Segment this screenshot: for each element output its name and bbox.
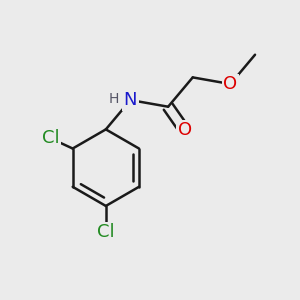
- Text: Cl: Cl: [42, 129, 59, 147]
- Text: Cl: Cl: [97, 224, 115, 242]
- Text: O: O: [224, 75, 238, 93]
- Text: N: N: [124, 91, 137, 109]
- Text: O: O: [178, 121, 192, 139]
- Text: H: H: [109, 92, 119, 106]
